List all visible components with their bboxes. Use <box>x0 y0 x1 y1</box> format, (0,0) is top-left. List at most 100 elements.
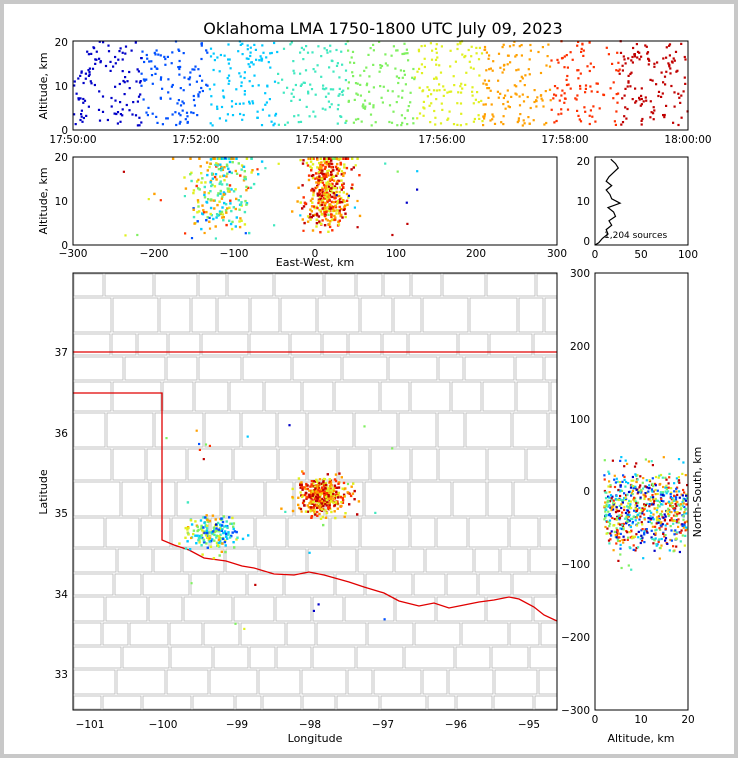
ns-altitude-point <box>620 503 623 506</box>
time-altitude-point <box>165 117 168 120</box>
time-altitude-point <box>401 76 404 79</box>
county-outline <box>221 481 265 517</box>
county-outline <box>121 481 150 517</box>
time-altitude-point <box>563 92 566 95</box>
ew-altitude-point <box>226 172 229 175</box>
plan-view-point <box>332 497 336 500</box>
county-outline <box>116 669 166 695</box>
plan-view-point <box>212 526 216 529</box>
ew-altitude-point <box>315 225 318 228</box>
ew-altitude-point <box>342 191 345 194</box>
ew-altitude-point <box>235 172 239 175</box>
time-altitude-point <box>478 74 481 77</box>
ns-altitude-point <box>664 527 667 530</box>
ns-altitude-point <box>683 498 686 501</box>
ns-altitude-point <box>683 512 686 515</box>
time-altitude-point <box>407 105 410 108</box>
plan-view-point <box>321 515 325 519</box>
plan-view-point <box>297 477 301 480</box>
county-outline <box>302 695 336 710</box>
time-altitude-point <box>502 103 505 106</box>
plan-view-point <box>231 531 234 534</box>
ew-altitude-point <box>316 184 319 188</box>
plan-view-point <box>202 458 205 461</box>
plan-view-point <box>312 500 315 504</box>
plan-view-point <box>309 495 313 499</box>
plan-view-point <box>316 491 319 494</box>
time-altitude-point <box>155 115 158 118</box>
time-altitude-point <box>190 111 193 114</box>
ew-altitude-point <box>171 157 175 160</box>
ns-altitude-point <box>633 496 636 499</box>
time-altitude-point <box>80 113 83 116</box>
time-altitude-point <box>651 79 654 82</box>
ew-xlabel: East-West, km <box>276 256 354 269</box>
ns-altitude-point <box>622 535 625 538</box>
ns-altitude-point <box>681 500 684 504</box>
ew-altitude-point <box>330 176 333 179</box>
ns-altitude-point <box>641 536 644 539</box>
county-outline <box>373 669 422 695</box>
ew-altitude-point <box>309 218 312 221</box>
ew-altitude-point <box>301 162 305 165</box>
ew-altitude-point <box>209 162 212 165</box>
ew-altitude-point <box>311 197 314 200</box>
time-altitude-point <box>88 73 91 76</box>
ew-altitude-point <box>228 206 231 209</box>
time-altitude-point <box>281 78 284 81</box>
ns-altitude-point <box>628 524 631 527</box>
time-altitude-point <box>140 84 143 87</box>
time-altitude-point <box>166 55 169 58</box>
ns-altitude-point <box>639 496 642 499</box>
time-altitude-point <box>541 46 544 49</box>
time-altitude-point <box>650 111 653 114</box>
time-altitude-point <box>461 53 464 56</box>
time-altitude-point <box>362 103 365 106</box>
ns-altitude-point <box>634 519 637 522</box>
time-altitude-point <box>485 51 488 54</box>
ns-altitude-point <box>603 518 606 521</box>
ew-altitude-point <box>204 181 207 184</box>
county-outline <box>540 622 557 646</box>
county-outline <box>154 273 198 297</box>
ew-ytick-0: 0 <box>61 240 68 252</box>
ew-altitude-point <box>220 210 224 214</box>
time-altitude-point <box>347 100 350 103</box>
ns-altitude-point <box>612 502 615 505</box>
ew-altitude-point <box>260 160 264 163</box>
county-outline <box>102 695 142 710</box>
plan-view-point <box>309 508 312 511</box>
ew-altitude-point <box>224 209 228 212</box>
county-outline <box>150 481 176 517</box>
ns-xtick-1: 10 <box>634 714 647 726</box>
time-altitude-point <box>429 121 432 124</box>
time-altitude-point <box>584 84 588 87</box>
time-altitude-point <box>461 87 464 90</box>
ns-altitude-point <box>675 514 678 517</box>
time-altitude-point <box>101 95 105 98</box>
county-outline <box>452 481 487 517</box>
ew-altitude-point <box>222 174 226 177</box>
ew-altitude-point <box>322 183 326 187</box>
ew-altitude-point <box>245 202 249 205</box>
time-altitude-point <box>669 72 672 75</box>
ew-altitude-point <box>219 192 222 195</box>
plan-view-point <box>342 493 346 496</box>
ew-altitude-point <box>351 183 354 186</box>
plan-view-point <box>350 485 353 488</box>
ew-altitude-point <box>311 229 315 232</box>
time-altitude-point <box>605 46 608 49</box>
ns-altitude-point <box>665 484 668 487</box>
time-altitude-point <box>560 112 563 115</box>
plan-view-point <box>319 517 323 520</box>
county-outline <box>73 669 116 695</box>
plan-view-point <box>327 507 330 510</box>
time-altitude-point <box>507 54 510 57</box>
ns-altitude-point <box>652 490 655 493</box>
ns-altitude-point <box>685 512 688 515</box>
plan-view-frame <box>72 272 558 711</box>
time-altitude-point <box>167 78 170 81</box>
county-outline <box>451 381 482 412</box>
ew-altitude-point <box>245 189 248 192</box>
time-altitude-point <box>576 44 579 47</box>
